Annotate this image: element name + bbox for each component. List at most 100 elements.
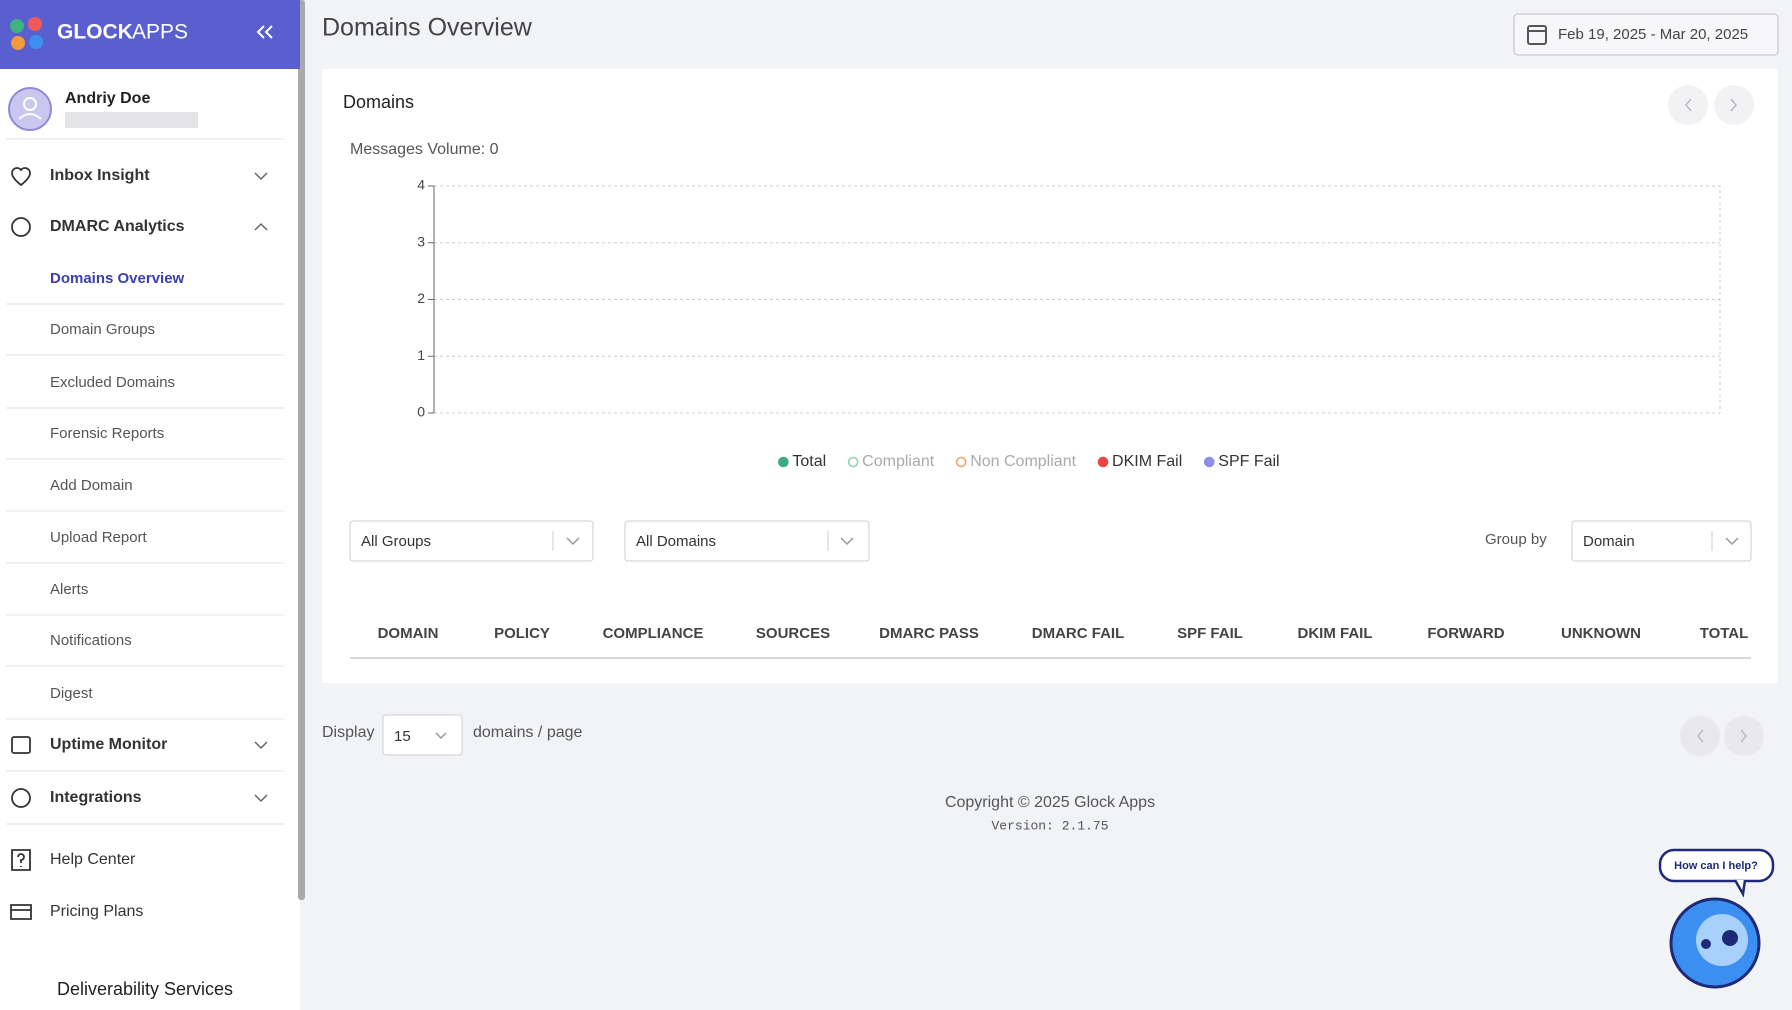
nav-subitem[interactable]: Domains Overview xyxy=(50,270,185,287)
chat-eye xyxy=(1722,930,1738,946)
user-name: Andriy Doe xyxy=(65,90,150,107)
nav-item[interactable]: Integrations xyxy=(50,789,142,806)
avatar-icon xyxy=(23,97,37,111)
scrollbar xyxy=(298,0,305,900)
nav-subitem[interactable]: Alerts xyxy=(50,581,88,598)
column-header[interactable]: SOURCES xyxy=(756,625,830,642)
display-label: Display xyxy=(322,724,374,741)
group-select[interactable] xyxy=(349,520,594,562)
page-prev[interactable] xyxy=(1680,716,1720,756)
nav-icon xyxy=(10,904,32,920)
nav-subitem[interactable]: Add Domain xyxy=(50,477,133,494)
chevron xyxy=(254,794,268,803)
y-tick-label: 2 xyxy=(417,290,425,306)
legend-marker xyxy=(778,456,789,468)
chevron xyxy=(840,537,854,546)
logo-dot xyxy=(29,35,43,49)
page-title: Domains Overview xyxy=(322,14,533,42)
chat-bubble-tail xyxy=(1733,879,1747,898)
column-header[interactable]: COMPLIANCE xyxy=(603,625,704,642)
legend-label[interactable]: DKIM Fail xyxy=(1112,453,1182,470)
column-header[interactable]: UNKNOWN xyxy=(1561,625,1641,642)
calendar-icon xyxy=(1527,25,1547,45)
y-tick-label: 4 xyxy=(417,177,425,193)
nav-icon xyxy=(11,167,31,187)
column-header[interactable]: POLICY xyxy=(494,625,550,642)
nav-item[interactable]: Help Center xyxy=(50,851,136,868)
group-by-select[interactable] xyxy=(1571,520,1752,562)
date-picker[interactable] xyxy=(1513,13,1779,56)
sidebar-footer[interactable]: Deliverability Services xyxy=(57,979,233,999)
prev-icon xyxy=(1696,729,1704,743)
legend-marker xyxy=(847,456,859,468)
column-header[interactable]: DMARC PASS xyxy=(879,625,979,642)
chevron xyxy=(1725,537,1739,546)
nav-icon xyxy=(11,217,31,237)
nav-subitem[interactable]: Notifications xyxy=(50,632,132,649)
panel xyxy=(322,69,1778,683)
logo-dot xyxy=(28,17,42,31)
nav-icon xyxy=(11,849,31,871)
prev-button[interactable] xyxy=(1668,85,1708,125)
legend-marker xyxy=(1203,456,1215,468)
domain-select-value: All Domains xyxy=(636,533,716,550)
column-header[interactable]: DKIM FAIL xyxy=(1298,625,1373,642)
legend-label[interactable]: Total xyxy=(792,453,826,470)
collapse-button[interactable] xyxy=(256,25,273,39)
version: Version: 2.1.75 xyxy=(991,818,1108,833)
copyright: Copyright © 2025 Glock Apps xyxy=(945,794,1155,811)
next-icon xyxy=(1740,729,1748,743)
chart: 0 1 2 3 4 Total Compliant Non Compliant DKIM Fai… xyxy=(417,177,1721,470)
nav-subitem[interactable]: Excluded Domains xyxy=(50,374,175,391)
nav-item[interactable]: Inbox Insight xyxy=(50,167,150,184)
avatar-icon xyxy=(18,113,42,120)
page-next[interactable] xyxy=(1724,716,1764,756)
page-size: 15 xyxy=(394,728,411,745)
column-header[interactable]: DMARC FAIL xyxy=(1032,625,1125,642)
page-size-select[interactable] xyxy=(382,714,463,756)
nav-item[interactable]: Pricing Plans xyxy=(50,903,143,920)
nav-item[interactable]: DMARC Analytics xyxy=(50,218,185,235)
column-header[interactable]: FORWARD xyxy=(1427,625,1504,642)
legend-label[interactable]: Non Compliant xyxy=(970,453,1076,470)
nav-subitem[interactable]: Digest xyxy=(50,685,93,702)
prev-icon xyxy=(1684,98,1692,112)
panel-title: Domains xyxy=(343,92,414,112)
nav-item[interactable]: Uptime Monitor xyxy=(50,736,167,753)
nav-subitem[interactable]: Forensic Reports xyxy=(50,425,164,442)
column-header[interactable]: TOTAL xyxy=(1700,625,1749,642)
nav-icon xyxy=(11,788,31,808)
logo-dot xyxy=(10,19,24,33)
legend-marker xyxy=(1097,456,1109,468)
chat-prompt[interactable]: How can I help? xyxy=(1674,860,1758,872)
date-range: Feb 19, 2025 - Mar 20, 2025 xyxy=(1558,26,1748,43)
chevron xyxy=(254,222,268,231)
column-header[interactable]: DOMAIN xyxy=(378,625,439,642)
group-select-value: All Groups xyxy=(361,533,431,550)
next-button[interactable] xyxy=(1714,85,1754,125)
chevron xyxy=(566,537,580,546)
domain-select[interactable] xyxy=(624,520,870,562)
legend-label[interactable]: Compliant xyxy=(862,453,935,470)
table-header: DOMAIN POLICY COMPLIANCE SOURCES DMARC PASS D… xyxy=(378,625,1749,642)
y-tick-label: 0 xyxy=(417,404,425,420)
group-by-value: Domain xyxy=(1583,533,1635,550)
legend-marker xyxy=(955,456,967,468)
next-icon xyxy=(1730,98,1738,112)
nav-subitem[interactable]: Upload Report xyxy=(50,529,148,546)
column-header[interactable]: SPF FAIL xyxy=(1177,625,1243,642)
group-by-label: Group by xyxy=(1485,531,1547,548)
nav: Inbox Insight DMARC Analytics Domains Over… xyxy=(6,167,284,920)
chevron xyxy=(254,741,268,750)
logo-light: APPS xyxy=(132,21,188,44)
legend-label[interactable]: SPF Fail xyxy=(1218,453,1279,470)
user-email-blurred xyxy=(65,112,198,128)
logo-dot xyxy=(11,36,25,50)
y-tick-label: 3 xyxy=(417,233,425,249)
nav-icon xyxy=(11,736,31,754)
chat-bubble[interactable] xyxy=(1658,848,1775,883)
logo-bold: GLOCK xyxy=(57,21,133,44)
nav-subitem[interactable]: Domain Groups xyxy=(50,321,155,338)
